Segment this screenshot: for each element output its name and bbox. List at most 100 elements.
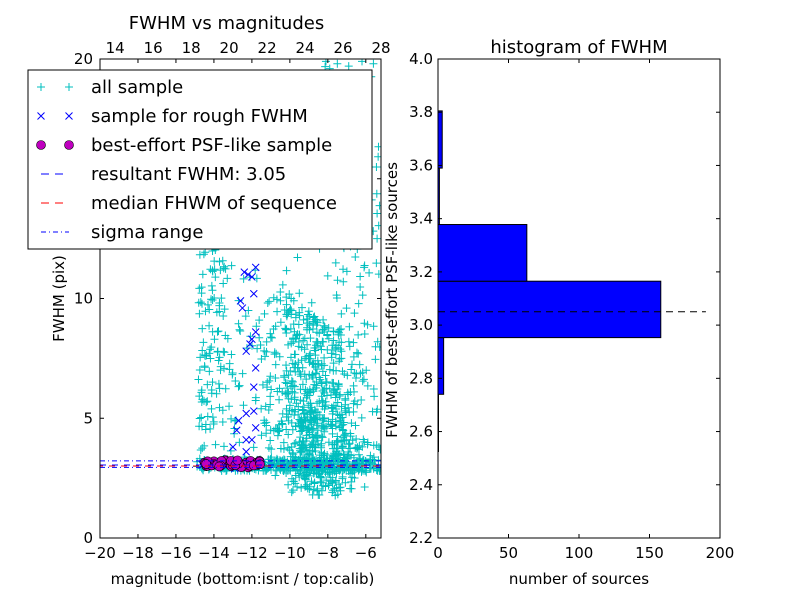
all-sample-point [306, 354, 315, 363]
all-sample-point [319, 414, 328, 423]
all-sample-point [267, 385, 276, 394]
all-sample-point [372, 189, 381, 198]
all-sample-point [262, 429, 271, 438]
all-sample-point [343, 452, 352, 461]
all-sample-point [303, 424, 312, 433]
all-sample-point [215, 307, 224, 316]
all-sample-point [325, 365, 334, 374]
all-sample-point [355, 360, 364, 369]
all-sample-point [282, 325, 291, 334]
rough-sample-point [242, 409, 251, 418]
all-sample-point [201, 248, 210, 257]
all-sample-point [217, 294, 226, 303]
all-sample-point [290, 439, 299, 448]
all-sample-point [225, 365, 234, 374]
all-sample-point [336, 456, 345, 465]
all-sample-point [271, 471, 280, 480]
x-axis-label: number of sources [509, 570, 649, 588]
all-sample-point [293, 482, 302, 491]
all-sample-point [208, 413, 217, 422]
all-sample-point [344, 440, 353, 449]
y-tick-label: 2.6 [409, 423, 433, 441]
all-sample-point [287, 488, 296, 497]
all-sample-point [322, 422, 331, 431]
all-sample-point [282, 312, 291, 321]
x-marker-icon [65, 112, 73, 120]
all-sample-point [276, 318, 285, 327]
all-sample-point [284, 416, 293, 425]
rough-sample-point [242, 347, 251, 356]
all-sample-point [335, 411, 344, 420]
y-axis-label: FWHM of best-effort PSF-like sources [383, 162, 401, 438]
all-sample-point [319, 416, 328, 425]
all-sample-point [219, 264, 228, 273]
all-sample-point [360, 319, 369, 328]
x-axis-label: magnitude (bottom:isnt / top:calib) [111, 570, 375, 588]
all-sample-point [195, 284, 204, 293]
all-sample-point [195, 250, 204, 259]
all-sample-point [357, 413, 366, 422]
top-x-tick-label: 16 [144, 39, 163, 57]
all-sample-point [205, 367, 214, 376]
all-sample-point [321, 59, 330, 66]
all-sample-point [236, 327, 245, 336]
all-sample-point [253, 344, 262, 353]
all-sample-point [292, 399, 301, 408]
all-sample-point [201, 420, 210, 429]
legend: all sample sample for rough FWHM best-effo… [27, 69, 373, 250]
all-sample-point [331, 476, 340, 485]
legend-label: all sample [91, 77, 183, 98]
all-sample-point [220, 348, 229, 357]
all-sample-point [358, 59, 367, 66]
all-sample-point [256, 340, 265, 349]
all-sample-point [341, 396, 350, 405]
all-sample-point [332, 404, 341, 413]
all-sample-point [362, 366, 371, 375]
all-sample-point [358, 377, 367, 386]
all-sample-point [299, 471, 308, 480]
all-sample-point [352, 444, 361, 453]
all-sample-point [357, 460, 366, 469]
x-tick-label: −12 [236, 544, 268, 562]
all-sample-point [285, 401, 294, 410]
x-tick-label: −14 [198, 544, 230, 562]
all-sample-point [207, 343, 216, 352]
all-sample-point [362, 466, 371, 475]
all-sample-point [303, 323, 312, 332]
all-sample-point [351, 443, 360, 452]
all-sample-point [287, 376, 296, 385]
all-sample-point [312, 383, 321, 392]
all-sample-point [220, 364, 229, 373]
histogram-plot: 0 50 100 150 200 2.2 2.4 2.6 2.8 3.0 3.2 3.4 3.6 3.8 4… [383, 37, 734, 588]
all-sample-point [309, 485, 318, 494]
all-sample-point [319, 315, 328, 324]
all-sample-point [313, 486, 322, 495]
y-tick-label: 3.8 [409, 103, 433, 121]
all-sample-point [275, 420, 284, 429]
all-sample-point [342, 267, 351, 276]
all-sample-point [284, 430, 293, 439]
all-sample-point [227, 350, 236, 359]
all-sample-point [266, 436, 275, 445]
all-sample-point [299, 315, 308, 324]
all-sample-point [246, 332, 255, 341]
rough-sample-point [251, 328, 260, 336]
all-sample-point [328, 341, 337, 350]
all-sample-point [349, 352, 358, 361]
all-sample-point [337, 309, 346, 318]
rough-sample-point [229, 443, 237, 451]
histogram-bar [437, 337, 445, 395]
all-sample-point [211, 440, 220, 449]
all-sample-point [349, 407, 358, 416]
all-sample-point [203, 300, 212, 309]
y-tick-label: 3.4 [409, 210, 433, 228]
all-sample-point [296, 385, 305, 394]
all-sample-point [278, 280, 287, 289]
all-sample-point [324, 323, 333, 332]
all-sample-point [350, 473, 359, 482]
all-sample-point [296, 372, 305, 381]
all-sample-point [215, 403, 224, 412]
all-sample-point [286, 305, 295, 314]
all-sample-point [291, 479, 300, 488]
all-sample-point [311, 415, 320, 424]
